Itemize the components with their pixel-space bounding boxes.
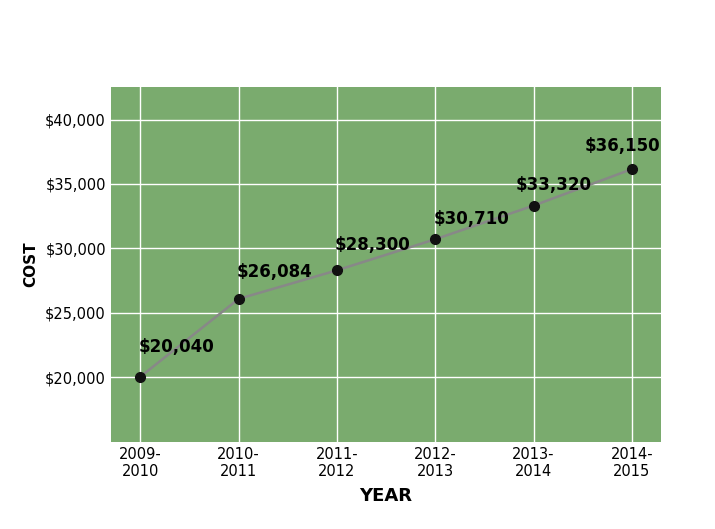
Text: $33,320: $33,320 bbox=[516, 176, 592, 194]
Text: $30,710: $30,710 bbox=[433, 209, 509, 227]
Text: Tuition 2009 - 2015: Tuition 2009 - 2015 bbox=[161, 24, 554, 58]
X-axis label: YEAR: YEAR bbox=[360, 487, 413, 505]
Text: $36,150: $36,150 bbox=[585, 137, 661, 155]
Y-axis label: COST: COST bbox=[23, 242, 38, 287]
Text: $26,084: $26,084 bbox=[237, 263, 312, 281]
Text: $20,040: $20,040 bbox=[138, 338, 214, 356]
Text: $28,300: $28,300 bbox=[335, 235, 410, 253]
